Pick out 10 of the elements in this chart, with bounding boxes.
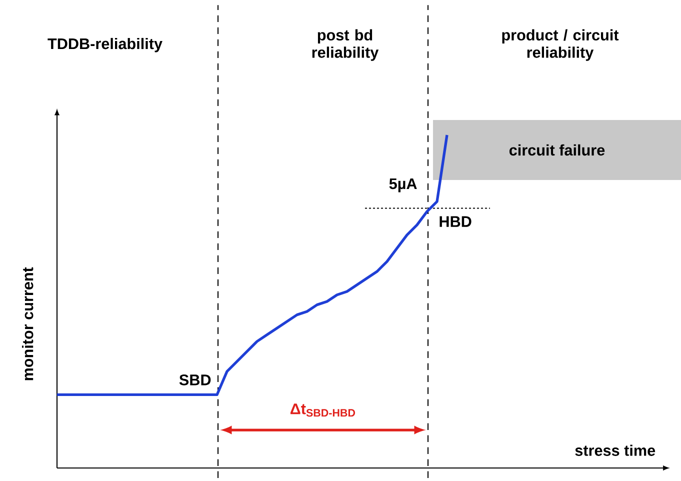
text: circuit failure bbox=[509, 144, 605, 156]
text: post bd reliability bbox=[312, 29, 379, 61]
annotation: HBD bbox=[440, 216, 472, 227]
y-axis-title: monitor current bbox=[22, 267, 34, 380]
annotation: Δt$_{SBD-HBD}$ bbox=[290, 404, 356, 417]
text: product / circuit reliability bbox=[502, 29, 619, 61]
annotation: SBD bbox=[179, 374, 211, 386]
text: stress time bbox=[575, 444, 656, 456]
text: TDDB-reliability bbox=[48, 38, 162, 52]
annotation: 5µA bbox=[389, 178, 417, 192]
